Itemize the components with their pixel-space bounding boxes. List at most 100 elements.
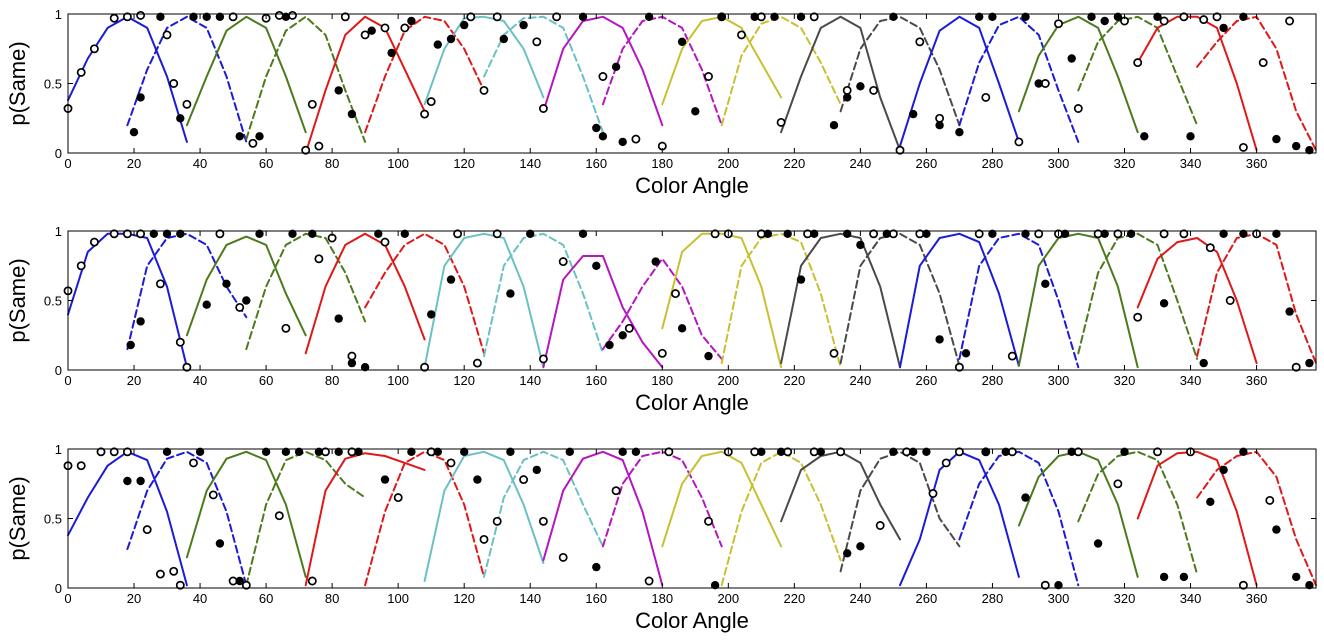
panel-2-filled-point [427, 310, 436, 319]
panel-2-filled-point [222, 279, 231, 288]
panel-1-filled-point [460, 20, 469, 30]
panel-2-open-point [453, 229, 463, 239]
panel-1-open-point [420, 109, 430, 119]
panel-3-series-11-line [661, 450, 783, 548]
panel-3-filled-point [294, 447, 304, 456]
panel-2-x-tick-label: 220 [783, 373, 805, 388]
panel-3-open-point [492, 516, 502, 526]
panel-3-filled-point [710, 581, 720, 590]
panel-1-open-point [915, 37, 925, 47]
panel-3-y-tick-label: 0.5 [44, 512, 62, 527]
panel-3-open-point [175, 580, 185, 590]
panel-2-open-point [710, 229, 720, 239]
panel-3-filled-point [162, 447, 172, 456]
panel-3-series-3-line [185, 450, 307, 578]
panel-2-open-point [1205, 243, 1215, 253]
panel-1-filled-point [611, 62, 621, 71]
panel-1-open-point [76, 67, 86, 77]
panel-3-filled-point [532, 465, 541, 475]
panel-3-filled-point [1292, 572, 1301, 582]
panel-3-series-18-line [1077, 450, 1199, 576]
panel-2-filled-point [1239, 229, 1248, 238]
panel-1-filled-point [856, 82, 865, 91]
panel-1-open-point [492, 12, 502, 22]
panel-2-open-point [869, 229, 879, 239]
panel-1-filled-point [909, 109, 918, 119]
panel-3-series-12-line [720, 450, 842, 587]
panel-3-filled-point [215, 539, 225, 548]
panel-1-open-point [122, 12, 132, 22]
panel-1-filled-point [1067, 54, 1076, 63]
panel-1-series-18-line [1077, 15, 1199, 127]
panel-1-filled-point [1113, 12, 1123, 21]
panel-2-filled-point [374, 229, 383, 238]
panel-1-x-tick-label: 40 [193, 156, 207, 171]
panel-1-filled-point [770, 12, 779, 21]
panel-2-series-17-line [1017, 232, 1139, 369]
panel-2-filled-point [176, 229, 185, 238]
panel-2-series-12-line [720, 232, 842, 369]
panel-3-series-2-line [126, 450, 248, 587]
panel-2-filled-point [1272, 229, 1281, 238]
panel-1-open-point [1133, 58, 1143, 68]
panel-1-filled-point [618, 137, 627, 147]
panel-1-filled-point [1186, 132, 1195, 141]
panel-3-open-point [704, 516, 713, 526]
panel-1-open-point [274, 10, 284, 20]
panel-2-series-6-line [364, 232, 485, 355]
panel-1-filled-point [578, 12, 588, 21]
panel-1-open-point [1014, 137, 1024, 147]
panel-3-filled-point [909, 447, 918, 456]
panel-3-filled-point [136, 476, 145, 486]
panel-3-open-point [96, 447, 106, 457]
panel-2-x-tick-label: 120 [453, 373, 475, 388]
panel-3-filled-point [757, 447, 766, 456]
panel-1-open-point [288, 10, 297, 20]
panel-3-series-8-line [483, 450, 604, 578]
panel-2-filled-point [961, 349, 971, 358]
panel-1-y-axis-label: p(Same) [5, 41, 30, 125]
panel-1-filled-point [644, 12, 654, 21]
panel-3-x-tick-label: 120 [453, 591, 475, 606]
panel-1-series-15-line [899, 15, 1020, 148]
panel-1-filled-point [281, 12, 291, 21]
panel-3-y-tick-label: 0 [55, 581, 62, 596]
panel-1-open-point [1054, 19, 1063, 29]
panel-1-open-point [1159, 16, 1169, 26]
panel-1-open-point [552, 12, 562, 22]
panel-2-series-4-line [245, 232, 367, 351]
panel-1-open-point [479, 85, 489, 95]
panel-1-filled-point [334, 86, 343, 95]
panel-3-open-point [644, 576, 654, 586]
panel-1-open-point [301, 145, 311, 155]
panel-1-x-tick-label: 160 [585, 156, 607, 171]
panel-1-x-tick-label: 260 [916, 156, 938, 171]
panel-1-open-point [136, 10, 146, 20]
panel-1-filled-point [387, 48, 396, 58]
panel-2-open-point [155, 279, 165, 289]
panel-3-filled-point [1305, 581, 1314, 590]
panel-3-filled-point [1159, 572, 1169, 582]
panel-3-open-point [558, 552, 568, 562]
panel-1-filled-point [1021, 12, 1030, 21]
panel-1-open-point [869, 85, 879, 95]
panel-1-filled-point [975, 12, 984, 21]
panel-1-filled-point [1100, 16, 1109, 26]
panel-2-series-5-line [304, 232, 426, 355]
panel-2-filled-point [796, 275, 806, 284]
panel-1-y-tick-label: 1 [55, 7, 62, 22]
panel-1-series-8-line [483, 15, 604, 134]
panel-2-filled-point [1219, 229, 1228, 238]
panel-2-x-tick-label: 60 [259, 373, 273, 388]
panel-3-filled-point [1239, 447, 1248, 456]
panel-3-x-tick-label: 260 [916, 591, 938, 606]
panel-2-filled-point [347, 358, 357, 368]
panel-3-open-point [241, 580, 251, 590]
panel-3-filled-point [856, 542, 865, 551]
panel-2-series-20-line [1196, 232, 1317, 365]
panel-2-series-11-line [661, 232, 783, 369]
panel-2-open-point [420, 362, 430, 372]
panel-3-filled-point [981, 447, 990, 456]
panel-1-filled-point [407, 16, 416, 26]
